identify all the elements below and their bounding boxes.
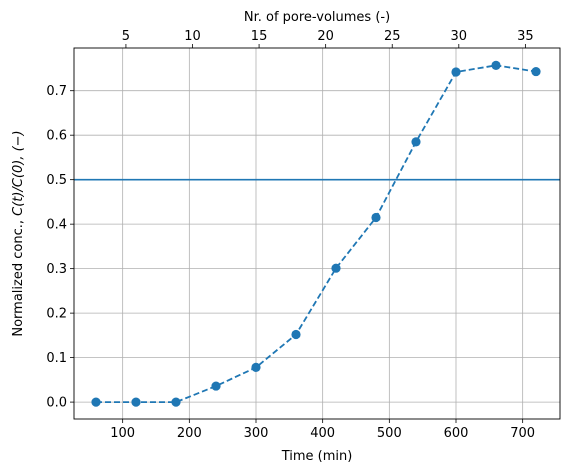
- y-axis-label-math: C(t)/C(0), (−): [11, 130, 26, 216]
- series-line: [96, 64, 537, 404]
- y-axis-label-prefix: Normalized conc.,: [11, 216, 26, 337]
- plot-frame: [73, 47, 561, 420]
- y-tick-label: 0.0: [46, 396, 67, 411]
- top-x-tick-label: 30: [451, 29, 468, 44]
- y-tick-label: 0.4: [46, 218, 67, 233]
- data-point: [411, 137, 421, 147]
- x-tick-label: 100: [110, 426, 135, 441]
- top-x-tick-label: 35: [517, 29, 534, 44]
- labels-group: Time (min) Nr. of pore-volumes (-) Norma…: [11, 10, 390, 464]
- data-point: [531, 66, 541, 77]
- y-tick-label: 0.2: [46, 307, 67, 322]
- x-tick-label: 700: [510, 426, 535, 441]
- data-point: [171, 397, 181, 407]
- y-tick-label: 0.6: [46, 129, 67, 144]
- x-tick-label: 500: [377, 426, 402, 441]
- x-tick-label: 200: [177, 426, 202, 441]
- top-x-tick-label: 5: [122, 29, 130, 44]
- top-x-tick-label: 25: [384, 29, 401, 44]
- top-x-tick-label: 20: [317, 29, 334, 44]
- y-tick-label: 0.3: [46, 262, 67, 277]
- y-axis-label: Normalized conc., C(t)/C(0), (−): [11, 130, 26, 336]
- data-point: [331, 263, 341, 273]
- top-x-tick-label: 15: [251, 29, 268, 44]
- data-point: [371, 212, 381, 223]
- data-point: [451, 67, 461, 77]
- data-point: [291, 329, 301, 340]
- data-point: [131, 397, 141, 407]
- data-point: [91, 397, 101, 407]
- top-x-axis-label: Nr. of pore-volumes (-): [244, 10, 390, 25]
- data-point: [491, 60, 501, 70]
- y-tick-label: 0.5: [46, 173, 67, 188]
- y-tick-label: 0.1: [46, 351, 67, 366]
- x-tick-label: 600: [444, 426, 469, 441]
- series-group: [91, 60, 541, 407]
- data-point: [211, 381, 221, 391]
- data-point: [251, 362, 261, 372]
- x-axis-label: Time (min): [281, 449, 353, 464]
- x-tick-label: 300: [244, 426, 269, 441]
- y-tick-label: 0.7: [46, 84, 67, 99]
- axes-group: 100 200 300 400 500 600 700 0.0 0.1 0.2 0.3 0.4 0.5 0…: [46, 29, 561, 441]
- top-x-tick-label: 10: [184, 29, 201, 44]
- x-tick-label: 400: [310, 426, 335, 441]
